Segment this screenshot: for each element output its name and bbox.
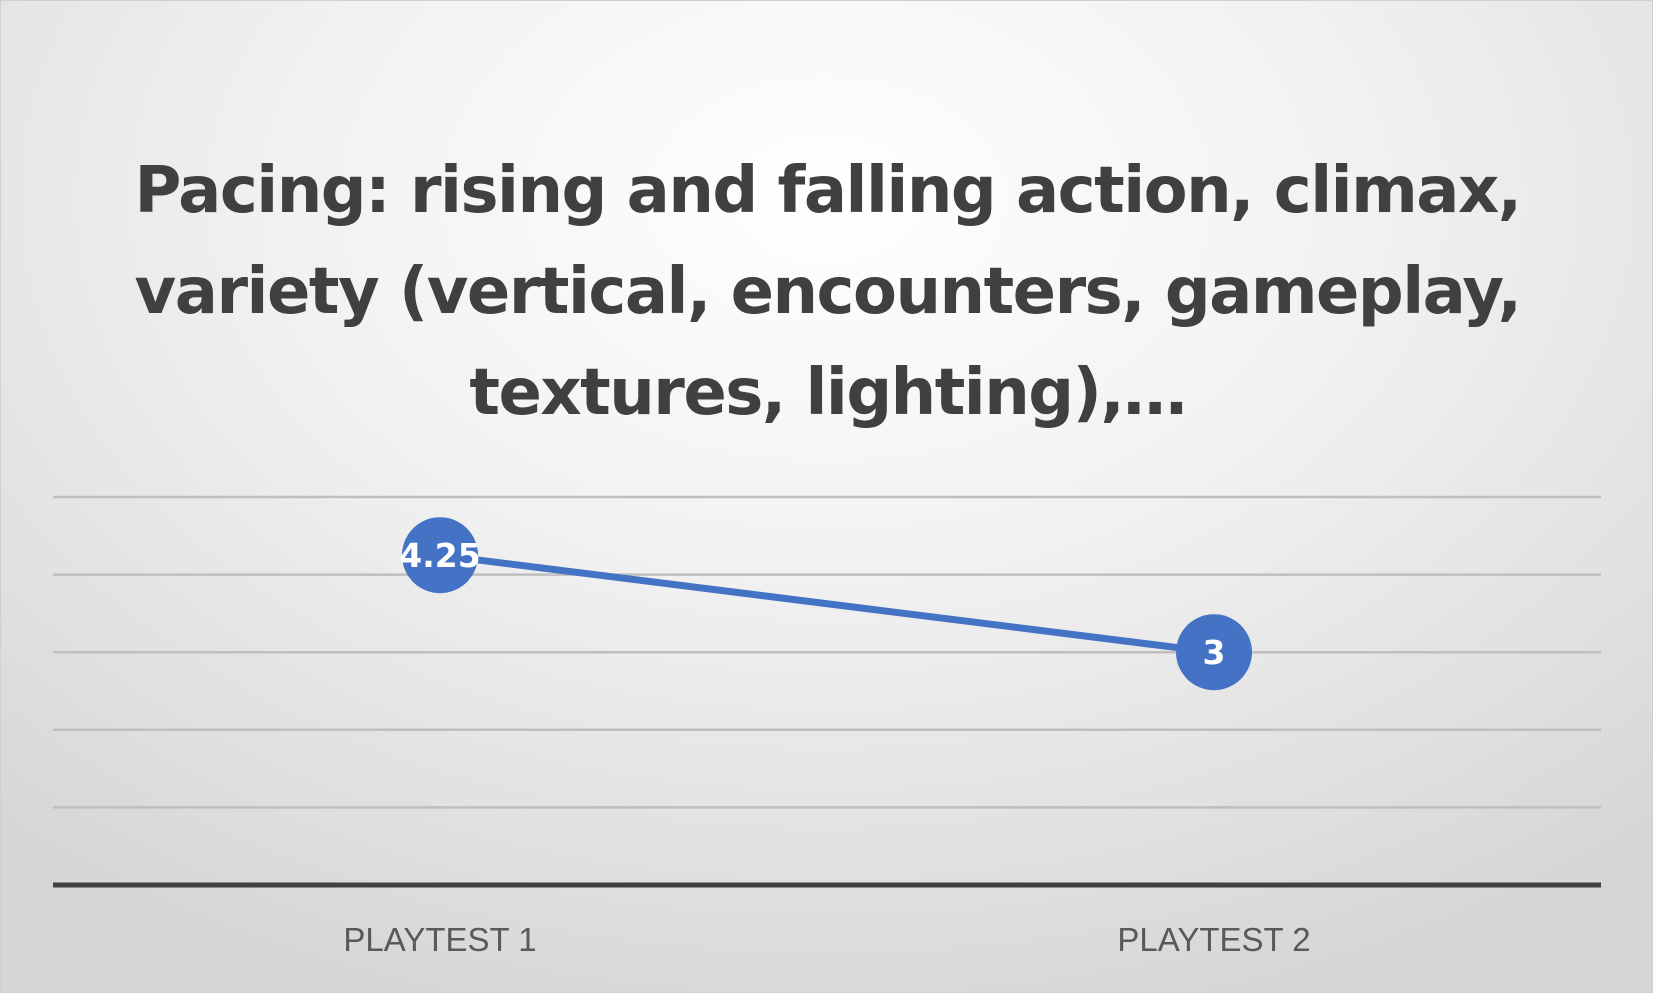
x-tick-label: PLAYTEST 1: [343, 921, 536, 958]
data-point-marker: [1176, 614, 1252, 691]
data-label: 4.25: [399, 536, 480, 575]
series-lines: [436, 551, 1218, 656]
series-markers: 4.25 3: [399, 517, 1252, 691]
x-tick-labels: PLAYTEST 1 PLAYTEST 2: [343, 921, 1310, 958]
chart-title: Pacing: rising and falling action, clima…: [134, 154, 1522, 430]
data-point-marker: [402, 517, 478, 594]
gridlines: [53, 495, 1601, 809]
series-line: [436, 551, 1218, 656]
data-label: 3: [1203, 633, 1226, 672]
x-tick-label: PLAYTEST 2: [1117, 921, 1310, 958]
